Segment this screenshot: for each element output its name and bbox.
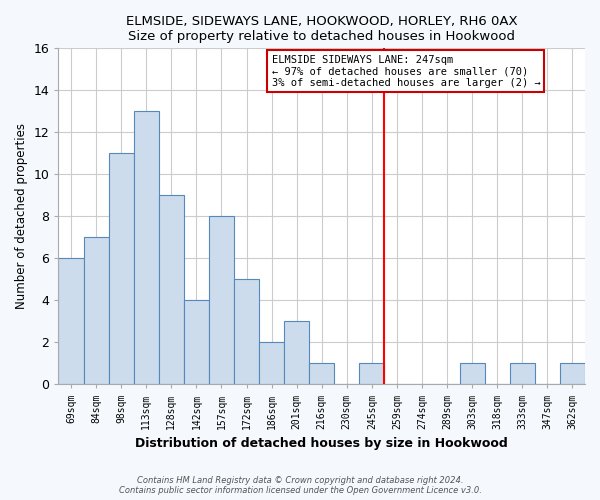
Bar — [359, 364, 385, 384]
Bar — [309, 364, 334, 384]
Bar — [560, 364, 585, 384]
Bar — [58, 258, 83, 384]
Text: ELMSIDE SIDEWAYS LANE: 247sqm
← 97% of detached houses are smaller (70)
3% of se: ELMSIDE SIDEWAYS LANE: 247sqm ← 97% of d… — [272, 54, 541, 88]
Bar — [284, 322, 309, 384]
X-axis label: Distribution of detached houses by size in Hookwood: Distribution of detached houses by size … — [136, 437, 508, 450]
Bar — [234, 280, 259, 384]
Bar — [460, 364, 485, 384]
Bar — [83, 238, 109, 384]
Bar — [510, 364, 535, 384]
Bar — [109, 154, 134, 384]
Bar — [209, 216, 234, 384]
Bar — [259, 342, 284, 384]
Bar — [159, 196, 184, 384]
Text: Contains HM Land Registry data © Crown copyright and database right 2024.
Contai: Contains HM Land Registry data © Crown c… — [119, 476, 481, 495]
Bar — [134, 112, 159, 384]
Bar — [184, 300, 209, 384]
Y-axis label: Number of detached properties: Number of detached properties — [15, 124, 28, 310]
Title: ELMSIDE, SIDEWAYS LANE, HOOKWOOD, HORLEY, RH6 0AX
Size of property relative to d: ELMSIDE, SIDEWAYS LANE, HOOKWOOD, HORLEY… — [126, 15, 518, 43]
